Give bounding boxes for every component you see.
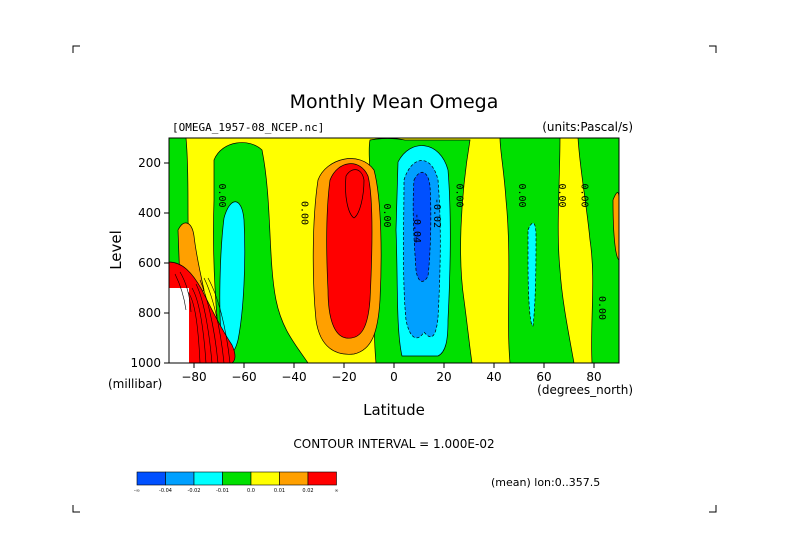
- y-tick-label: 200: [138, 156, 161, 170]
- contour-label: -0.04: [411, 213, 422, 243]
- contour-interval-label: CONTOUR INTERVAL = 1.000E-02: [293, 437, 494, 451]
- footer-mean-lon: (mean) lon:0..357.5: [491, 476, 600, 489]
- colorbar-label: -0.01: [216, 488, 229, 494]
- y-tick-label: 400: [138, 206, 161, 220]
- x-tick-label: 60: [536, 370, 551, 384]
- colorbar-label: -0.02: [188, 488, 201, 494]
- field-cyan-north: [527, 222, 537, 327]
- corner-marks: [72, 45, 717, 513]
- field-blue-core: [412, 172, 432, 282]
- x-tick-label: −20: [331, 370, 356, 384]
- field-missing-antarctica: [169, 288, 189, 363]
- field-red-core-line: [345, 169, 365, 219]
- contour-labels: 0.00 0.00 0.00 -0.04 -0.02 0.00 0.00 0.00 0.00 0.…: [216, 183, 607, 320]
- x-axis: −80 −60 −40 −20 0 20 40 60 80: [181, 363, 602, 384]
- colorbar-swatch: [279, 471, 309, 486]
- colorbar-swatch: [307, 471, 337, 486]
- x-tick-label: 0: [390, 370, 398, 384]
- units-label: (units:Pascal/s): [542, 120, 633, 134]
- contour-label: 0.00: [596, 296, 607, 320]
- colorbar-swatch: [222, 471, 252, 486]
- field-orange-pole-north: [612, 192, 619, 261]
- contour-label: 0.00: [299, 201, 310, 225]
- colorbar-label: -0.04: [159, 488, 172, 494]
- chart-title: Monthly Mean Omega: [290, 91, 499, 113]
- x-tick-label: 40: [486, 370, 501, 384]
- contour-field: [169, 138, 619, 363]
- contour-label: 0.00: [454, 183, 465, 207]
- field-red-subtropic: [326, 163, 373, 339]
- colorbar-label: 0.01: [274, 488, 285, 494]
- colorbar-swatch: [193, 471, 223, 486]
- colorbar-label: 0.02: [302, 488, 313, 494]
- colorbar-label: 0.0: [247, 488, 255, 494]
- colorbar-label: ∞: [334, 488, 338, 494]
- field-green-band-pole: [577, 138, 619, 363]
- x-tick-label: 80: [586, 370, 601, 384]
- colorbar-swatch: [250, 471, 280, 486]
- contour-label: 0.00: [516, 183, 527, 207]
- colorbar: -∞ -0.04 -0.02 -0.01 0.0 0.01 0.02 ∞: [134, 471, 339, 494]
- x-axis-units: (degrees_north): [537, 383, 633, 397]
- colorbar-swatch: [165, 471, 195, 486]
- colorbar-label: -∞: [134, 488, 140, 494]
- x-tick-label: 20: [436, 370, 451, 384]
- antarctic-contour-lines: [174, 271, 231, 363]
- contour-label: 0.00: [579, 183, 590, 207]
- x-axis-title: Latitude: [363, 401, 425, 419]
- dataset-label: [OMEGA_1957-08_NCEP.nc]: [172, 121, 324, 134]
- contour-label: 0.00: [556, 183, 567, 207]
- y-tick-label: 800: [138, 306, 161, 320]
- contour-label: -0.02: [431, 198, 442, 228]
- x-tick-label: −40: [281, 370, 306, 384]
- x-tick-label: −60: [231, 370, 256, 384]
- y-axis-units: (millibar): [108, 377, 162, 391]
- contour-label: 0.00: [216, 183, 227, 207]
- x-tick-label: −80: [181, 370, 206, 384]
- field-cyan-south: [219, 201, 246, 355]
- colorbar-swatch: [136, 471, 166, 486]
- y-axis-title: Level: [107, 230, 125, 270]
- y-tick-label: 1000: [130, 356, 161, 370]
- y-tick-label: 600: [138, 256, 161, 270]
- contour-label: 0.00: [381, 203, 392, 227]
- y-axis: 200 400 600 800 1000: [130, 156, 169, 370]
